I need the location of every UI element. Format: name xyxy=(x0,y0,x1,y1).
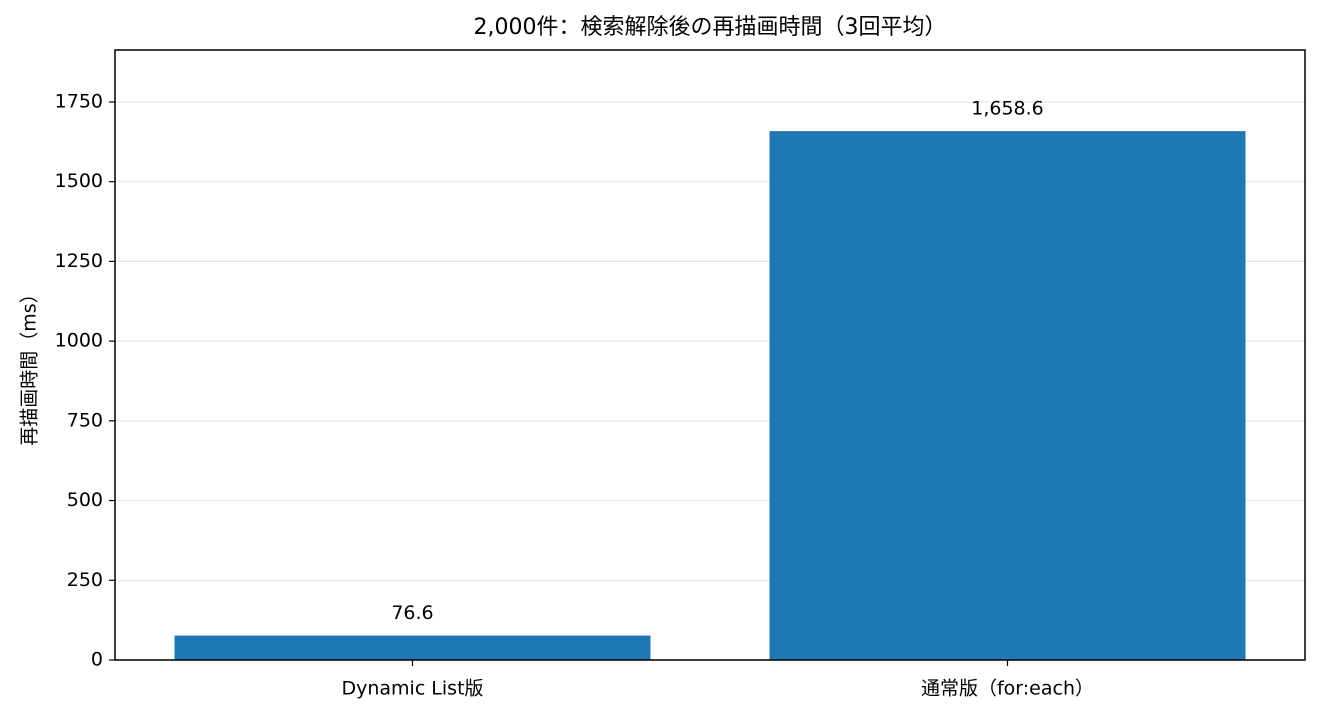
x-tick-label: 通常版（for:each） xyxy=(921,678,1094,700)
y-tick-label: 500 xyxy=(67,489,103,511)
y-tick-label: 750 xyxy=(67,409,103,431)
y-tick-label: 1500 xyxy=(55,170,103,192)
y-tick-label: 250 xyxy=(67,569,103,591)
value-label: 76.6 xyxy=(391,602,433,624)
value-label: 1,658.6 xyxy=(971,98,1044,120)
y-tick-label: 0 xyxy=(91,649,103,671)
bar xyxy=(174,635,651,660)
bar xyxy=(769,131,1246,661)
plot-frame xyxy=(114,49,1306,661)
chart-title: 2,000件：検索解除後の再描画時間（3回平均） xyxy=(474,15,947,40)
y-axis-label: 再描画時間（ms） xyxy=(19,284,41,445)
y-tick-label: 1750 xyxy=(55,90,103,112)
y-tick-label: 1000 xyxy=(55,330,103,352)
y-tick-label: 1250 xyxy=(55,250,103,272)
x-tick-label: Dynamic List版 xyxy=(341,678,483,700)
